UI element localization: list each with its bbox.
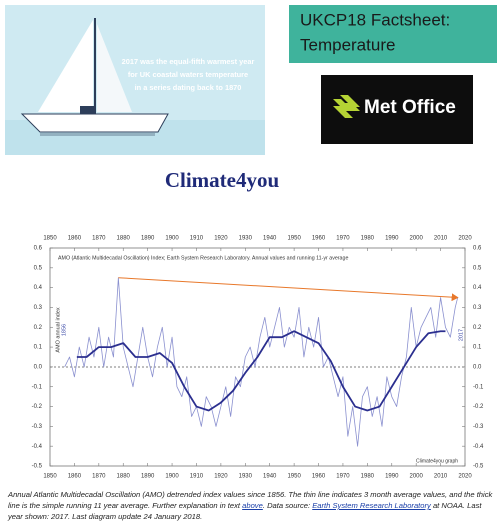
x-tick-label: 1930 — [239, 236, 253, 242]
y-tick-label: 0.4 — [34, 285, 43, 291]
x-tick-label: 1880 — [117, 236, 131, 242]
series-line — [76, 330, 446, 412]
canvas: 2017 was the equal-fifth warmest year fo… — [5, 5, 497, 480]
y-tick-label: 0.3 — [34, 305, 43, 311]
x-tick-label: 1990 — [385, 474, 399, 480]
y-tick-label: -0.3 — [473, 424, 484, 430]
logo-text: Met Office — [364, 97, 456, 118]
x-tick-label: 2020 — [458, 236, 472, 242]
y-tick-label: 0.1 — [473, 345, 482, 351]
chart-title: AMO (Atlantic Multidecadal Oscillation) … — [58, 255, 348, 261]
x-tick-label: 1940 — [263, 474, 277, 480]
caption-text: at NOAA. Last year shown: 2017. Last dia… — [8, 501, 482, 521]
x-tick-label: 1890 — [141, 474, 155, 480]
x-tick-label: 2010 — [434, 236, 448, 242]
y-tick-label: 0.2 — [34, 325, 43, 331]
x-tick-label: 1850 — [43, 474, 57, 480]
infographic: 2017 was the equal-fifth warmest year fo… — [5, 5, 265, 155]
x-tick-label: 1920 — [214, 236, 228, 242]
y-tick-label: -0.2 — [32, 404, 43, 410]
y-tick-label: 0.5 — [34, 265, 43, 271]
heading: Climate4you — [165, 168, 280, 192]
x-tick-label: 1860 — [68, 474, 82, 480]
x-tick-label: 1910 — [190, 474, 204, 480]
y-tick-label: -0.4 — [32, 444, 43, 450]
y-tick-label: -0.4 — [473, 444, 484, 450]
y-tick-label: 0.6 — [34, 246, 43, 252]
x-tick-label: 1950 — [287, 236, 301, 242]
y-tick-label: -0.1 — [32, 384, 43, 390]
annotation: 2017 — [458, 329, 464, 341]
y-tick-label: 0.0 — [473, 364, 482, 370]
y-tick-label: 0.2 — [473, 325, 482, 331]
y-axis-label: AMO annual index — [55, 307, 61, 352]
x-tick-label: 1950 — [287, 474, 301, 480]
annotation: 1856 — [61, 324, 67, 336]
infographic-text: in a series dating back to 1870 — [135, 83, 242, 92]
x-tick-label: 2010 — [434, 474, 448, 480]
x-tick-label: 1980 — [361, 236, 375, 242]
y-tick-label: 0.3 — [473, 305, 482, 311]
caption: Annual Atlantic Multidecadal Oscillation… — [8, 489, 496, 522]
x-tick-label: 1970 — [336, 474, 350, 480]
caption-link[interactable]: Earth System Research Laboratory — [312, 501, 431, 510]
y-tick-label: -0.5 — [32, 464, 43, 470]
y-tick-label: 0.4 — [473, 285, 482, 291]
y-tick-label: -0.1 — [473, 384, 484, 390]
x-tick-label: 1900 — [165, 474, 179, 480]
x-tick-label: 1850 — [43, 236, 57, 242]
x-tick-label: 1870 — [92, 474, 106, 480]
y-tick-label: 0.1 — [34, 345, 43, 351]
sail — [97, 24, 132, 112]
x-tick-label: 1910 — [190, 236, 204, 242]
x-tick-label: 1930 — [239, 474, 253, 480]
x-tick-label: 1900 — [165, 236, 179, 242]
sail — [38, 20, 93, 112]
logo-icon — [333, 95, 360, 118]
y-tick-label: -0.3 — [32, 424, 43, 430]
cabin — [80, 106, 96, 114]
y-tick-label: 0.0 — [34, 364, 43, 370]
series-line — [64, 277, 459, 447]
y-tick-label: -0.2 — [473, 404, 484, 410]
x-tick-label: 1890 — [141, 236, 155, 242]
factsheet-title: Temperature — [300, 35, 395, 54]
caption-text: Annual Atlantic Multidecadal Oscillation… — [8, 490, 493, 510]
x-tick-label: 1940 — [263, 236, 277, 242]
x-tick-label: 1860 — [68, 236, 82, 242]
annotation: Climate4you graph — [416, 458, 458, 464]
caption-text: . Data source: — [262, 501, 313, 510]
x-tick-label: 1960 — [312, 474, 326, 480]
infographic-text: 2017 was the equal-fifth warmest year — [122, 57, 255, 66]
chart: AMO (Atlantic Multidecadal Oscillation) … — [32, 236, 484, 480]
y-tick-label: -0.5 — [473, 464, 484, 470]
factsheet-title: UKCP18 Factsheet: — [300, 10, 450, 29]
x-tick-label: 1880 — [117, 474, 131, 480]
x-tick-label: 1970 — [336, 236, 350, 242]
x-tick-label: 1870 — [92, 236, 106, 242]
x-tick-label: 2020 — [458, 474, 472, 480]
waterline — [40, 133, 155, 136]
x-tick-label: 1920 — [214, 474, 228, 480]
x-tick-label: 1990 — [385, 236, 399, 242]
hull — [20, 113, 169, 133]
x-tick-label: 2000 — [409, 474, 423, 480]
factsheet-box — [289, 5, 497, 63]
trend-arrow — [118, 277, 459, 302]
y-tick-label: 0.5 — [473, 265, 482, 271]
caption-link[interactable]: above — [242, 501, 263, 510]
y-tick-label: 0.6 — [473, 246, 482, 252]
infographic-text: for UK coastal waters temperature — [128, 70, 248, 79]
x-tick-label: 2000 — [409, 236, 423, 242]
x-tick-label: 1980 — [361, 474, 375, 480]
x-tick-label: 1960 — [312, 236, 326, 242]
